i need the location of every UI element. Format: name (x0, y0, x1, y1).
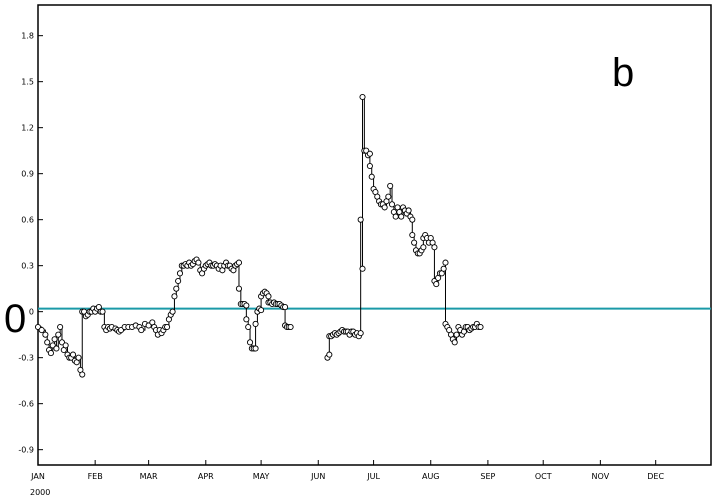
panel-label: b (612, 51, 634, 95)
data-point (357, 216, 364, 223)
data-point (53, 345, 60, 352)
data-point (138, 327, 145, 334)
zero-label: 0 (4, 297, 26, 341)
x-tick-label: AUG (422, 472, 440, 481)
data-point (282, 304, 289, 311)
data-point (453, 331, 460, 338)
y-axis: -0.9 -0.6 -0.3 0 0.3 0.6 0.9 1.2 1.5 1.8 (18, 32, 43, 455)
data-point (442, 259, 449, 266)
data-point (357, 330, 364, 337)
data-point (431, 244, 438, 251)
y-tick-label: -0.6 (18, 400, 34, 409)
data-point (433, 281, 440, 288)
data-point (42, 331, 49, 338)
data-point (164, 323, 171, 331)
data-point (75, 354, 82, 361)
data-point (51, 336, 58, 343)
data-point (246, 339, 254, 346)
data-point (245, 323, 252, 331)
x-tick-label: NOV (592, 472, 610, 481)
data-point (411, 239, 418, 246)
data-point (451, 339, 458, 346)
data-point (176, 270, 184, 277)
data-point (47, 350, 54, 357)
y-tick-label: 0.3 (21, 262, 34, 271)
x-tick-label: JAN (30, 472, 45, 481)
data-point (175, 277, 182, 285)
data-point (57, 323, 64, 331)
data-point (38, 327, 45, 334)
data-point (265, 293, 272, 300)
data-point (243, 302, 250, 309)
x-tick-label: JUL (366, 472, 380, 481)
x-axis: JAN FEB MAR APR MAY JUN JUL AUG SEP OCT NOV DEC (30, 460, 664, 481)
y-tick-label: 0 (29, 308, 34, 317)
data-point (169, 308, 176, 315)
y-tick-label: 0.6 (21, 216, 34, 225)
x-tick-label: JUN (310, 472, 325, 481)
data-point (381, 204, 388, 211)
data-point (385, 193, 392, 200)
y-tick-label: 1.2 (21, 124, 34, 133)
series-line (327, 96, 481, 359)
year-label: 2000 (30, 488, 50, 497)
data-point (440, 265, 447, 272)
data-point (287, 323, 294, 331)
data-point (235, 259, 243, 266)
data-point (252, 320, 259, 327)
data-point (55, 331, 62, 338)
x-tick-label: DEC (647, 472, 664, 481)
data-point (252, 345, 259, 352)
data-point (62, 342, 69, 349)
data-point (359, 93, 366, 101)
x-tick-label: MAY (253, 472, 270, 481)
data-point (409, 216, 416, 223)
x-tick-label: OCT (535, 472, 552, 481)
data-point (44, 339, 51, 346)
y-tick-label: 0.9 (21, 170, 34, 179)
data-point (195, 259, 202, 266)
series-layer (34, 93, 484, 378)
data-point (368, 173, 375, 180)
data-point (258, 307, 265, 314)
x-tick-label: SEP (480, 472, 495, 481)
plot-frame (37, 4, 712, 466)
data-point (366, 162, 373, 170)
data-point (79, 371, 86, 378)
data-point (366, 150, 373, 157)
data-point (359, 265, 366, 272)
data-point (99, 308, 106, 315)
data-point (398, 213, 405, 220)
y-tick-label: 1.8 (21, 32, 34, 41)
data-point (409, 231, 416, 239)
x-tick-label: APR (198, 472, 214, 481)
data-point (326, 351, 333, 358)
data-point (243, 316, 250, 323)
data-point (405, 207, 412, 214)
data-point (392, 213, 399, 220)
data-point (171, 293, 178, 300)
data-point (69, 351, 77, 358)
data-point (420, 244, 427, 251)
y-tick-label: 1.5 (21, 78, 34, 87)
x-tick-label: MAR (140, 472, 158, 481)
y-tick-label: -0.9 (18, 446, 34, 455)
data-point (235, 285, 243, 292)
x-tick-label: FEB (88, 472, 103, 481)
data-point (173, 285, 180, 292)
y-tick-label: -0.3 (18, 354, 34, 363)
data-point (387, 182, 394, 189)
data-point (477, 323, 484, 331)
data-point (388, 201, 396, 208)
